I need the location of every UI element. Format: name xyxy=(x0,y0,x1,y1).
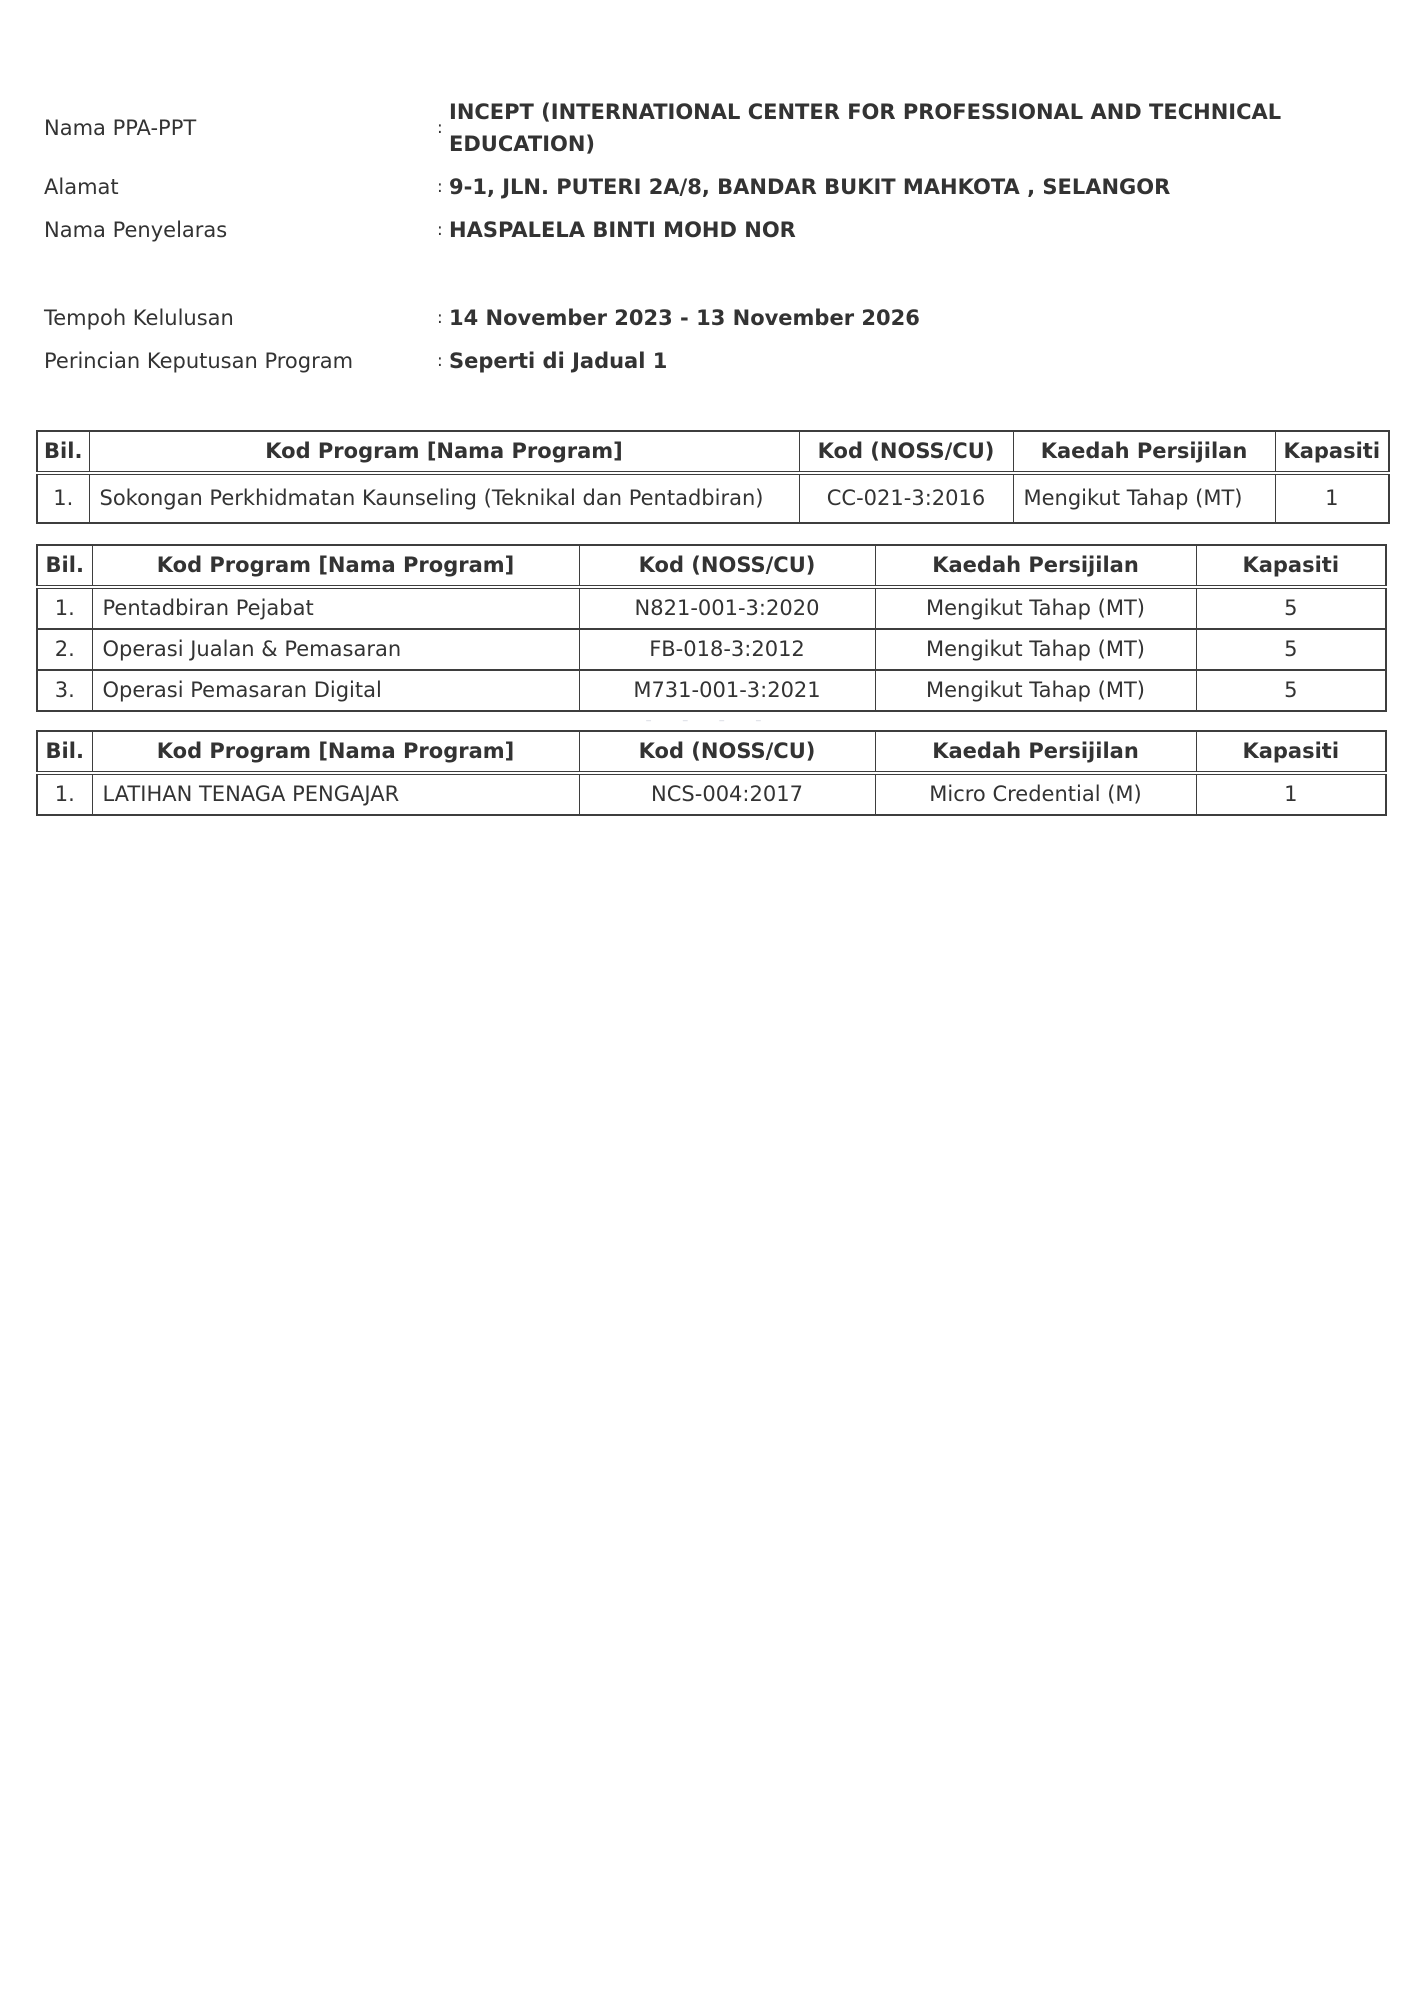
header-cell-kapasiti: Kapasiti xyxy=(1274,430,1390,475)
program-table-3: Bil. Kod Program [Nama Program] Kod (NOS… xyxy=(36,730,1387,816)
cell-program-name: Operasi Jualan & Pemasaran xyxy=(91,628,580,671)
header-cell-kapasiti: Kapasiti xyxy=(1195,730,1387,775)
table-row: 2. Operasi Jualan & Pemasaran FB-018-3:2… xyxy=(36,628,1387,671)
colon-separator: : xyxy=(437,308,443,328)
header-cell-kod-noss: Kod (NOSS/CU) xyxy=(798,430,1014,475)
header-cell-bil: Bil. xyxy=(36,544,93,589)
header-cell-kaedah: Kaedah Persijilan xyxy=(874,730,1197,775)
cell-bil: 1. xyxy=(36,472,90,524)
header-cell-bil: Bil. xyxy=(36,730,93,775)
info-value: 14 November 2023 - 13 November 2026 xyxy=(449,306,920,330)
colon-separator: : xyxy=(437,220,443,240)
cell-program-name: LATIHAN TENAGA PENGAJAR xyxy=(91,772,580,816)
colon-separator: : xyxy=(437,118,443,138)
cell-kaedah: Mengikut Tahap (MT) xyxy=(874,628,1197,671)
cell-kaedah: Mengikut Tahap (MT) xyxy=(874,669,1197,712)
cell-kaedah: Mengikut Tahap (MT) xyxy=(874,586,1197,630)
header-cell-kaedah: Kaedah Persijilan xyxy=(874,544,1197,589)
cell-kaedah: Micro Credential (M) xyxy=(874,772,1197,816)
info-row-nama-ppa-ppt: Nama PPA-PPT : INCEPT (INTERNATIONAL CEN… xyxy=(44,96,1414,160)
cell-bil: 2. xyxy=(36,628,93,671)
program-table-2: Bil. Kod Program [Nama Program] Kod (NOS… xyxy=(36,544,1387,712)
header-cell-kod-program: Kod Program [Nama Program] xyxy=(88,430,800,475)
colon-separator: : xyxy=(437,351,443,371)
program-table-1: Bil. Kod Program [Nama Program] Kod (NOS… xyxy=(36,430,1390,524)
institution-info-block: Nama PPA-PPT : INCEPT (INTERNATIONAL CEN… xyxy=(44,96,1414,377)
cell-kod-noss: FB-018-3:2012 xyxy=(578,628,876,671)
cell-program-name: Pentadbiran Pejabat xyxy=(91,586,580,630)
cell-kapasiti: 1 xyxy=(1195,772,1387,816)
header-cell-bil: Bil. xyxy=(36,430,90,475)
info-label: Alamat xyxy=(44,175,119,199)
header-cell-kod-program: Kod Program [Nama Program] xyxy=(91,544,580,589)
info-value: INCEPT (INTERNATIONAL CENTER FOR PROFESS… xyxy=(449,100,1282,156)
info-value: 9-1, JLN. PUTERI 2A/8, BANDAR BUKIT MAHK… xyxy=(449,175,1171,199)
table-row: 3. Operasi Pemasaran Digital M731-001-3:… xyxy=(36,669,1387,712)
header-cell-kod-program: Kod Program [Nama Program] xyxy=(91,730,580,775)
table-header-row: Bil. Kod Program [Nama Program] Kod (NOS… xyxy=(36,730,1387,775)
cell-kaedah: Mengikut Tahap (MT) xyxy=(1012,472,1276,524)
cell-bil: 1. xyxy=(36,772,93,816)
info-label: Nama PPA-PPT xyxy=(44,116,197,140)
info-label: Nama Penyelaras xyxy=(44,218,228,242)
table-row: 1. Sokongan Perkhidmatan Kaunseling (Tek… xyxy=(36,472,1390,524)
info-label: Tempoh Kelulusan xyxy=(44,306,234,330)
info-label: Perincian Keputusan Program xyxy=(44,349,354,373)
cell-bil: 3. xyxy=(36,669,93,712)
cell-program-name: Operasi Pemasaran Digital xyxy=(91,669,580,712)
cell-program-name: Sokongan Perkhidmatan Kaunseling (Teknik… xyxy=(88,472,800,524)
cell-kod-noss: CC-021-3:2016 xyxy=(798,472,1014,524)
colon-separator: : xyxy=(437,177,443,197)
info-row-alamat: Alamat : 9-1, JLN. PUTERI 2A/8, BANDAR B… xyxy=(44,171,1414,203)
table-row: 1. LATIHAN TENAGA PENGAJAR NCS-004:2017 … xyxy=(36,772,1387,816)
info-value: HASPALELA BINTI MOHD NOR xyxy=(449,218,796,242)
cell-kod-noss: M731-001-3:2021 xyxy=(578,669,876,712)
info-value: Seperti di Jadual 1 xyxy=(449,349,668,373)
info-row-perincian-keputusan: Perincian Keputusan Program : Seperti di… xyxy=(44,345,1414,377)
cell-kapasiti: 1 xyxy=(1274,472,1390,524)
header-cell-kod-noss: Kod (NOSS/CU) xyxy=(578,730,876,775)
info-row-tempoh-kelulusan: Tempoh Kelulusan : 14 November 2023 - 13… xyxy=(44,302,1414,334)
cell-kod-noss: NCS-004:2017 xyxy=(578,772,876,816)
cell-kapasiti: 5 xyxy=(1195,628,1387,671)
table-header-row: Bil. Kod Program [Nama Program] Kod (NOS… xyxy=(36,544,1387,589)
table-row: 1. Pentadbiran Pejabat N821-001-3:2020 M… xyxy=(36,586,1387,630)
cell-kapasiti: 5 xyxy=(1195,669,1387,712)
header-cell-kaedah: Kaedah Persijilan xyxy=(1012,430,1276,475)
cell-kod-noss: N821-001-3:2020 xyxy=(578,586,876,630)
header-cell-kod-noss: Kod (NOSS/CU) xyxy=(578,544,876,589)
cell-kapasiti: 5 xyxy=(1195,586,1387,630)
header-cell-kapasiti: Kapasiti xyxy=(1195,544,1387,589)
info-row-nama-penyelaras: Nama Penyelaras : HASPALELA BINTI MOHD N… xyxy=(44,214,1414,246)
clipped-text-marks: ‒ ‒ ‒ ‒ xyxy=(645,716,776,726)
cell-bil: 1. xyxy=(36,586,93,630)
table-header-row: Bil. Kod Program [Nama Program] Kod (NOS… xyxy=(36,430,1390,475)
